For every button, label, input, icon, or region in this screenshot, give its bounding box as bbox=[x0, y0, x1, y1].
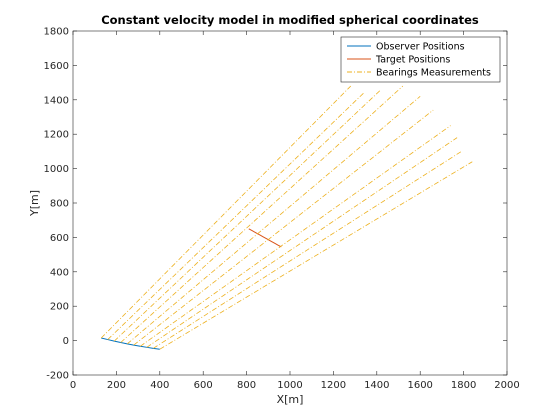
y-tick-label: 1600 bbox=[44, 61, 69, 72]
x-tick-label: 0 bbox=[70, 380, 76, 391]
series-bearings-measurements-line-1 bbox=[100, 85, 352, 339]
series-bearings-measurements-line-10 bbox=[159, 161, 473, 350]
y-tick-label: 1000 bbox=[44, 164, 69, 175]
y-tick-label: 1800 bbox=[44, 27, 69, 38]
series-observer-positions-line bbox=[101, 337, 160, 350]
plot-area bbox=[72, 30, 508, 376]
series-bearings-measurements-line-2 bbox=[107, 92, 365, 340]
legend-label: Bearings Measurements bbox=[376, 68, 491, 79]
legend-label: Target Positions bbox=[375, 55, 450, 66]
x-tick-label: 800 bbox=[237, 380, 256, 391]
series-bearings-measurements-line-8 bbox=[146, 137, 458, 348]
legend: Observer Positions Target Positions Bearin… bbox=[340, 36, 501, 83]
y-tick-label: 600 bbox=[50, 233, 69, 244]
x-tick-label: 600 bbox=[194, 380, 213, 391]
y-tick-label: 400 bbox=[50, 267, 69, 278]
series-bearings-measurements-line-9 bbox=[153, 151, 462, 349]
series-bearings-measurements-line-7 bbox=[140, 125, 451, 347]
y-tick-label: 1400 bbox=[44, 95, 69, 106]
x-tick-label: 1600 bbox=[407, 380, 432, 391]
y-axis-label: Y[m] bbox=[28, 190, 41, 217]
series-bearings-measurements-line-3 bbox=[113, 89, 382, 342]
x-tick-label: 400 bbox=[150, 380, 169, 391]
x-tick-label: 1400 bbox=[364, 380, 389, 391]
x-tick-label: 1000 bbox=[277, 380, 302, 391]
x-tick-label: 1800 bbox=[451, 380, 476, 391]
series-bearings-measurements-line-6 bbox=[133, 109, 434, 346]
y-tick-label: -200 bbox=[46, 371, 69, 382]
y-tick-label: 200 bbox=[50, 302, 69, 313]
legend-label: Observer Positions bbox=[376, 42, 465, 53]
series-layer bbox=[100, 85, 473, 350]
y-tick-label: 1200 bbox=[44, 130, 69, 141]
y-tick-label: 800 bbox=[50, 199, 69, 210]
chart-title: Constant velocity model in modified sphe… bbox=[101, 13, 479, 27]
x-tick-label: 1200 bbox=[321, 380, 346, 391]
x-tick-label: 200 bbox=[107, 380, 126, 391]
x-tick-label: 2000 bbox=[494, 380, 519, 391]
series-bearings-measurements-line-5 bbox=[126, 96, 421, 345]
axes-layer: 0 200 400 600 800 1000 1200 1400 1600 1800 2000-20… bbox=[44, 27, 520, 392]
x-axis-label: X[m] bbox=[277, 393, 304, 406]
series-target-positions-line bbox=[248, 228, 282, 248]
y-tick-label: 0 bbox=[63, 336, 69, 347]
series-bearings-measurements-line-4 bbox=[120, 85, 404, 343]
